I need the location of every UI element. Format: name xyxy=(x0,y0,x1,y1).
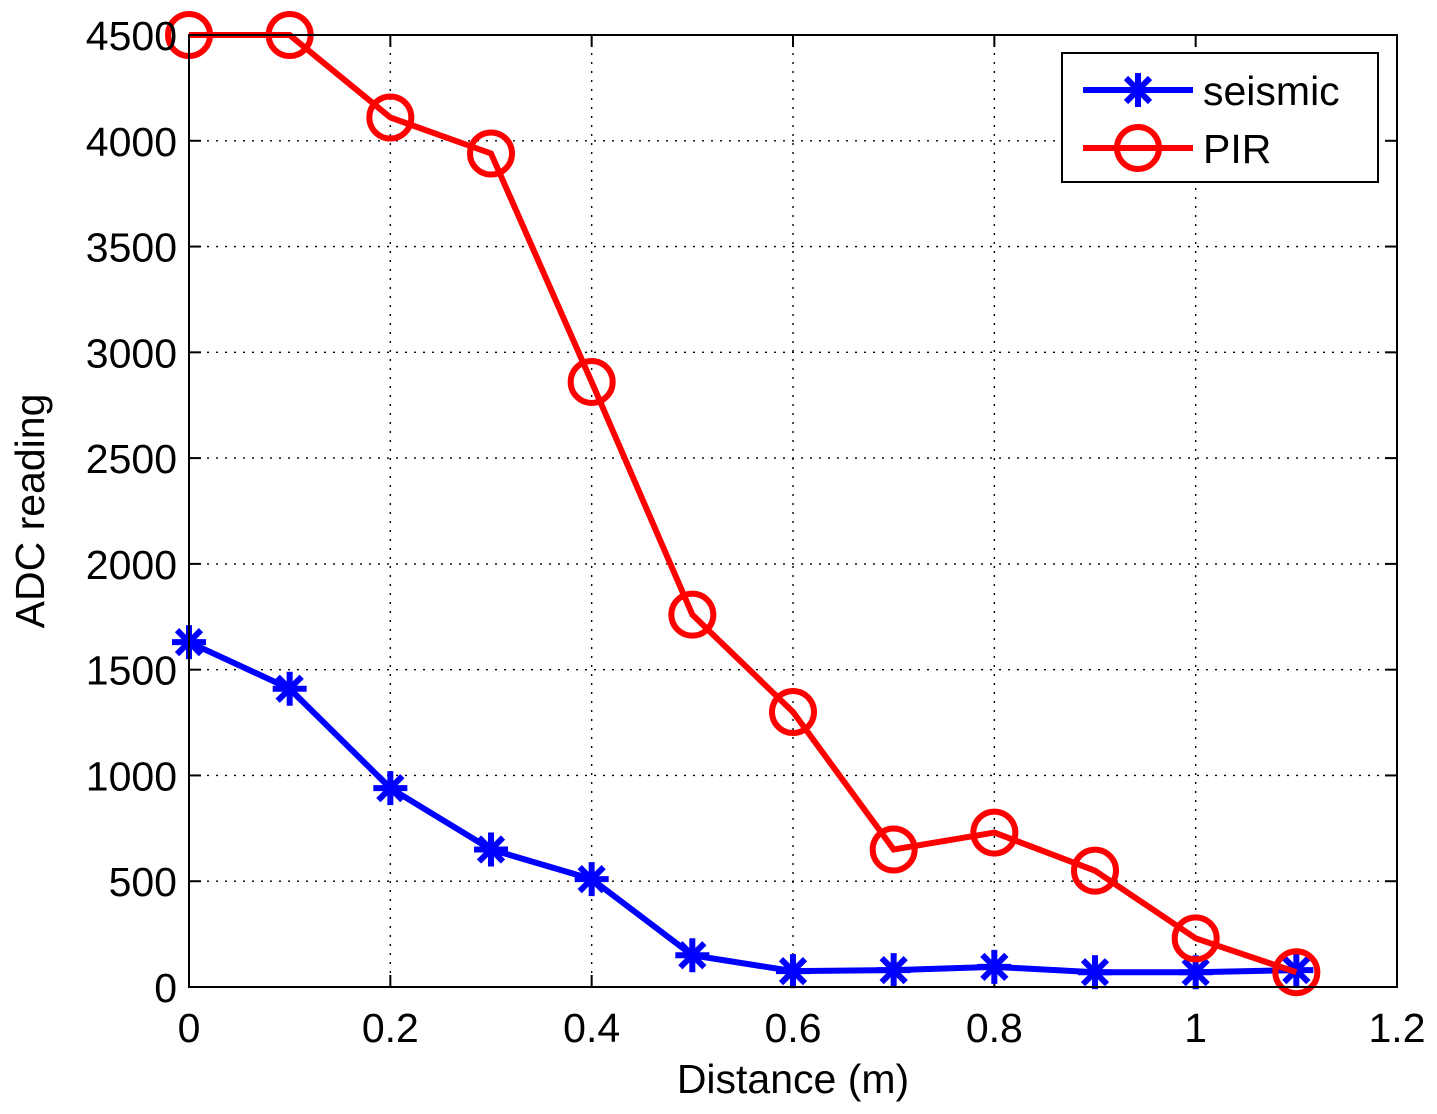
x-tick-label: 1 xyxy=(1184,1005,1207,1051)
x-tick-label: 0.2 xyxy=(362,1005,419,1051)
series-group xyxy=(165,11,1321,997)
y-axis-label: ADC reading xyxy=(7,394,53,629)
legend-items: seismic PIR xyxy=(1083,68,1340,172)
data-point-pir xyxy=(1071,846,1119,895)
y-tick-label: 4000 xyxy=(86,119,177,165)
data-point-seismic xyxy=(574,862,609,897)
y-tick-label: 0 xyxy=(154,965,177,1011)
legend-box xyxy=(1061,52,1379,183)
data-point-pir xyxy=(1171,914,1220,963)
data-point-seismic xyxy=(675,938,710,973)
data-point-pir xyxy=(567,357,616,406)
data-point-pir xyxy=(970,808,1019,857)
legend: seismic PIR xyxy=(1061,52,1379,183)
series-pir xyxy=(165,11,1321,997)
legend-swatch-marker xyxy=(1121,73,1155,107)
y-tick-label: 1000 xyxy=(86,753,177,799)
data-point-pir xyxy=(467,129,515,178)
data-point-pir xyxy=(366,93,415,142)
data-point-pir xyxy=(769,687,817,736)
y-tick-label: 2000 xyxy=(86,542,177,588)
data-point-pir xyxy=(869,825,918,874)
x-tick-label: 0 xyxy=(178,1005,201,1051)
data-point-seismic xyxy=(1078,955,1112,990)
x-tick-label: 0.6 xyxy=(765,1005,822,1051)
data-point-seismic xyxy=(876,953,911,988)
axes-frame xyxy=(188,34,1398,988)
legend-swatch-marker xyxy=(1114,124,1162,172)
x-tick-label: 0.8 xyxy=(966,1005,1023,1051)
data-point-pir xyxy=(1272,948,1321,997)
legend-label: PIR xyxy=(1203,126,1271,172)
y-tick-label: 3500 xyxy=(86,225,177,271)
y-tick-label: 1500 xyxy=(86,648,177,694)
y-tick-label: 4500 xyxy=(86,13,177,59)
legend-item-pir: PIR xyxy=(1083,124,1271,172)
y-tick-label: 3000 xyxy=(86,330,177,376)
y-tick-labels: 0 500 1000 1500 2000 2500 3000 3500 4000 4500 xyxy=(86,13,177,1011)
y-tick-label: 500 xyxy=(109,859,177,905)
data-point-pir xyxy=(668,590,717,639)
data-point-seismic xyxy=(373,771,408,806)
legend-item-seismic: seismic xyxy=(1083,68,1340,114)
grid xyxy=(189,35,1397,987)
x-tick-label: 1.2 xyxy=(1369,1005,1426,1051)
x-tick-labels: 0 0.2 0.4 0.6 0.8 1 1.2 xyxy=(178,1005,1426,1051)
x-axis-label: Distance (m) xyxy=(677,1056,909,1102)
data-point-seismic xyxy=(977,949,1012,984)
legend-label: seismic xyxy=(1203,68,1340,114)
data-point-seismic xyxy=(272,671,307,706)
data-point-seismic xyxy=(776,954,810,989)
y-tick-label: 2500 xyxy=(86,436,177,482)
data-point-seismic xyxy=(474,832,508,867)
x-tick-label: 0.4 xyxy=(563,1005,620,1051)
series-seismic xyxy=(172,625,1314,990)
